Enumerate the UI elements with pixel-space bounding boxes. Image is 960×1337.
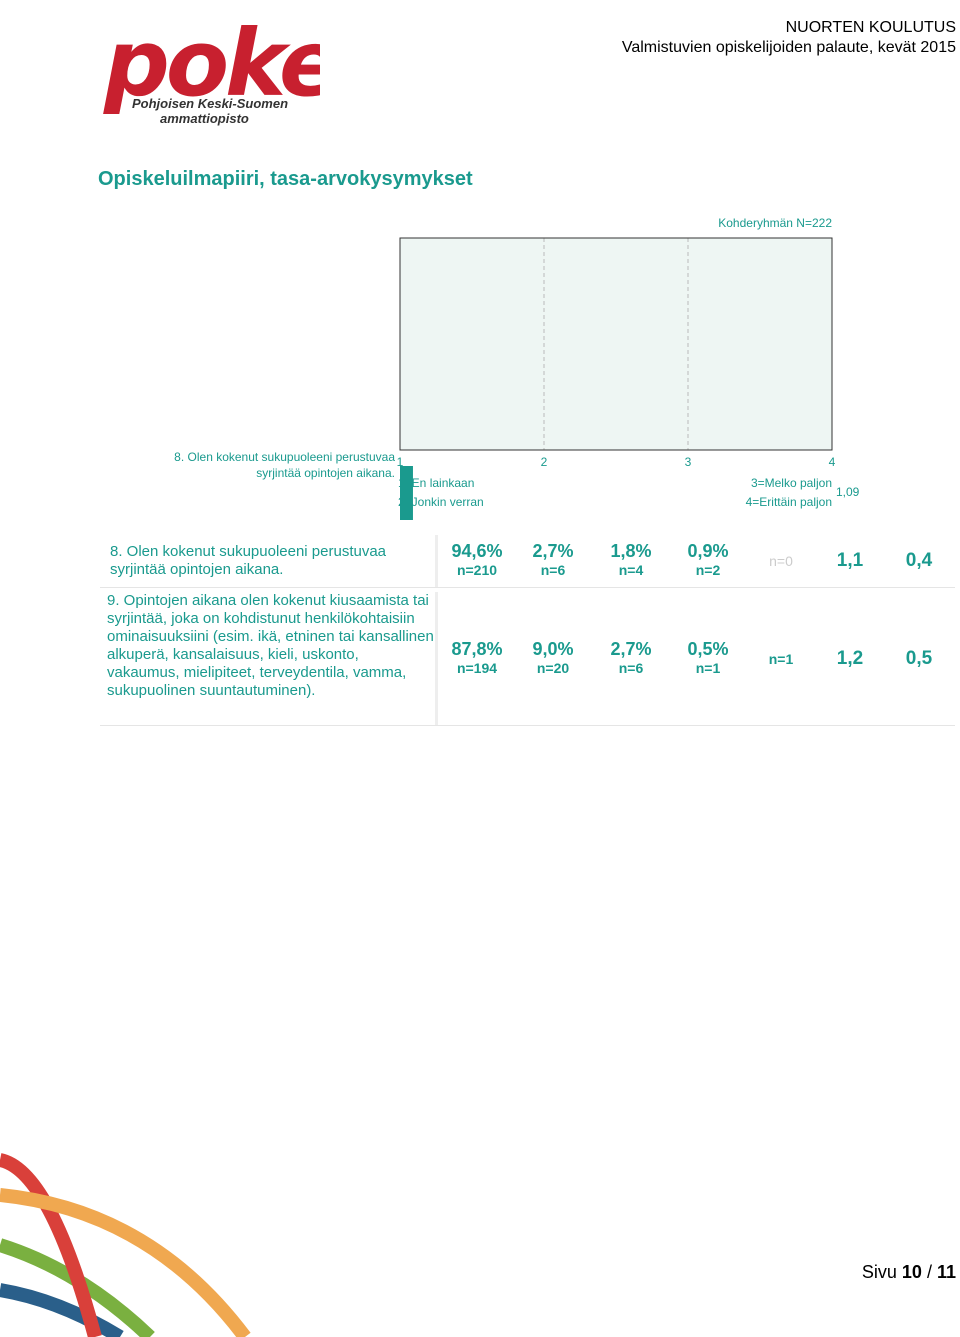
x-tick-label: 3 xyxy=(685,455,692,469)
count: n=1 xyxy=(695,659,721,676)
count: n=6 xyxy=(618,659,644,676)
percent: 0,9% xyxy=(687,541,729,561)
logo-text: ammattiopisto xyxy=(160,111,249,126)
col-divider xyxy=(435,592,438,725)
percent: 2,7% xyxy=(610,638,652,659)
percent: 94,6% xyxy=(451,541,503,561)
x-tick-label: 4 xyxy=(829,455,836,469)
x-tick-label: 2 xyxy=(541,455,548,469)
row-divider xyxy=(100,587,955,588)
count: n=6 xyxy=(540,562,566,578)
header-line: Valmistuvien opiskelijoiden palaute, kev… xyxy=(621,39,956,56)
count: n=210 xyxy=(456,562,498,578)
scale-label: 2=Jonkin verran xyxy=(398,495,484,509)
footer-sep: / xyxy=(926,1262,932,1282)
scale-label: 1=En lainkaan xyxy=(398,476,474,490)
deco-curve xyxy=(0,1188,251,1337)
sd: 0,4 xyxy=(905,550,933,571)
plot-border xyxy=(399,237,833,451)
annotation: Kohderyhmän N=222 xyxy=(718,216,832,230)
percent: 9,0% xyxy=(532,638,574,659)
count: n=20 xyxy=(536,659,570,676)
percent: 1,8% xyxy=(610,541,652,561)
x-tick-label: 1 xyxy=(397,455,404,469)
results-table: 8. Olen kokenut sukupuoleeni perustuvaa … xyxy=(100,535,955,726)
value-label: 1,09 xyxy=(836,485,860,499)
count: n=194 xyxy=(456,659,498,676)
plot-area xyxy=(400,238,832,450)
footer-label: Sivu xyxy=(861,1262,897,1282)
logo-word: poke xyxy=(103,10,320,117)
mean: 1,2 xyxy=(836,647,864,669)
logo: poke Pohjoisen Keski-Suomen ammattiopist… xyxy=(103,10,320,126)
header: NUORTEN KOULUTUS Valmistuvien opiskelijo… xyxy=(622,18,956,58)
decoration xyxy=(0,1153,251,1337)
percent: 2,7% xyxy=(532,541,574,561)
footer-total: 11 xyxy=(936,1262,956,1282)
row-divider xyxy=(100,725,955,726)
count: n=4 xyxy=(618,562,644,578)
missing-count: n=1 xyxy=(768,650,794,667)
percent: 87,8% xyxy=(451,638,503,659)
logo-text: Pohjoisen Keski-Suomen xyxy=(132,96,288,111)
col-divider xyxy=(435,535,438,587)
question: 9. Opintojen aikana olen kokenut kiusaam… xyxy=(107,592,434,699)
missing-count: n=0 xyxy=(769,553,793,569)
bar xyxy=(400,466,413,520)
question: 8. Olen kokenut sukupuoleeni perustuvaa … xyxy=(110,543,387,578)
footer: Sivu 10 / 11 xyxy=(862,1262,956,1283)
count: n=2 xyxy=(695,562,721,578)
footer-page: 10 xyxy=(901,1262,922,1282)
scale-label: 4=Erittäin paljon xyxy=(746,495,832,509)
header-line: NUORTEN KOULUTUS xyxy=(785,19,956,36)
chart: Kohderyhmän N=222 1 2 3 4 1,09 8. Olen kokenut… xyxy=(174,216,860,520)
percent: 0,5% xyxy=(687,638,729,659)
mean: 1,1 xyxy=(836,550,864,571)
deco-curve xyxy=(0,1283,124,1337)
sd: 0,5 xyxy=(905,647,933,669)
scale-label: 3=Melko paljon xyxy=(751,476,832,490)
category-label: 8. Olen kokenut sukupuoleeni perustuvaa … xyxy=(174,450,395,480)
section-title: Opiskeluilmapiiri, tasa-arvokysymykset xyxy=(98,168,473,190)
category-text: 8. Olen kokenut sukupuoleeni perustuvaa … xyxy=(174,450,395,480)
